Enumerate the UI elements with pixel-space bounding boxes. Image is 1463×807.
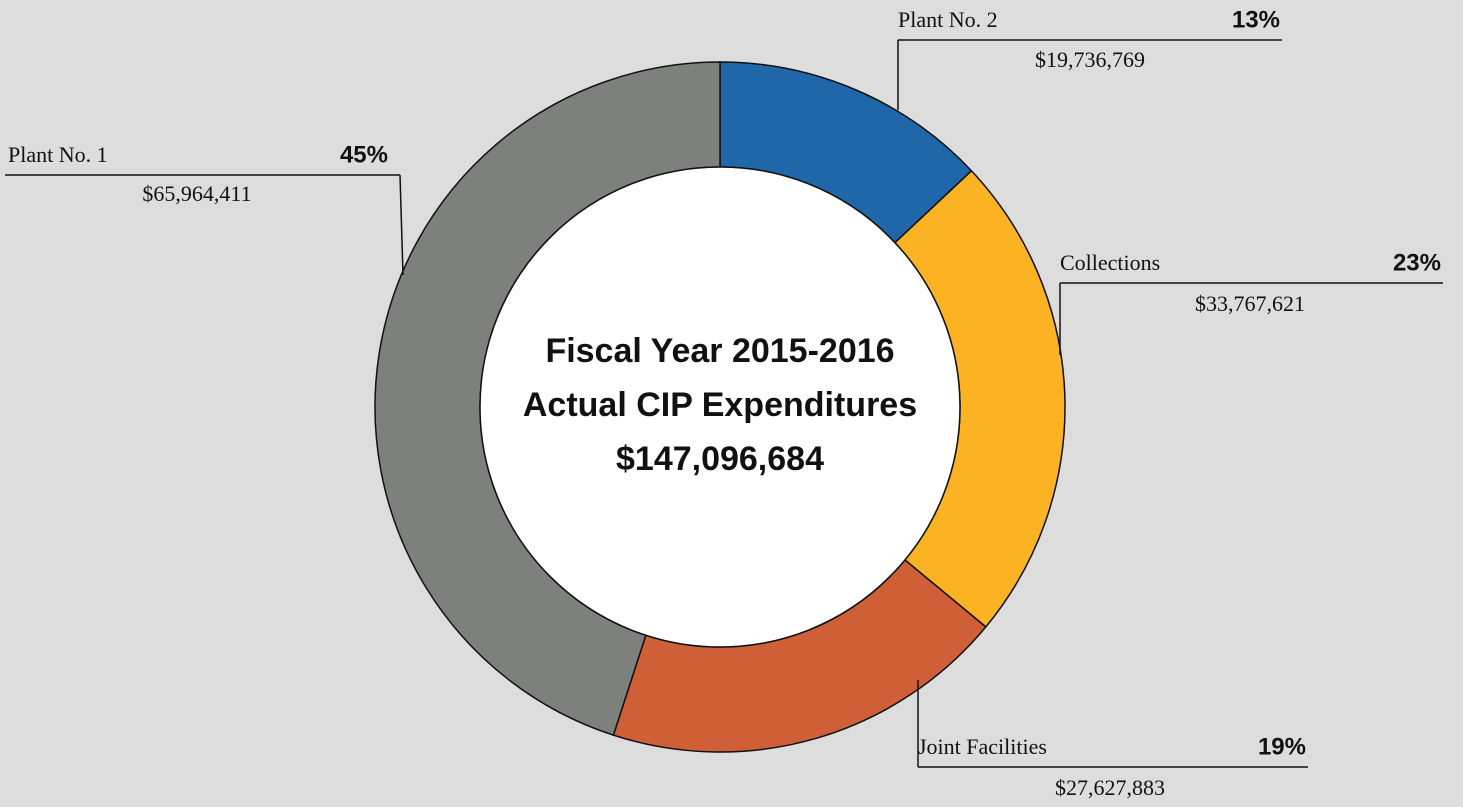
category-label: Joint Facilities [918, 734, 1047, 759]
category-label: Plant No. 2 [898, 7, 998, 32]
center-title: $147,096,684 [616, 440, 824, 478]
percent-label: 23% [1393, 249, 1441, 276]
amount-label: $33,767,621 [1195, 291, 1305, 316]
center-title: Fiscal Year 2015-2016 [545, 332, 894, 370]
percent-label: 19% [1258, 733, 1306, 760]
center-title: Actual CIP Expenditures [523, 386, 917, 424]
donut-hole [479, 166, 961, 648]
percent-label: 13% [1232, 6, 1280, 33]
amount-label: $65,964,411 [142, 181, 251, 206]
percent-label: 45% [340, 141, 388, 168]
leader-line [399, 174, 404, 276]
category-label: Plant No. 1 [8, 142, 108, 167]
amount-label: $27,627,883 [1055, 775, 1165, 800]
category-label: Collections [1060, 250, 1160, 275]
amount-label: $19,736,769 [1035, 47, 1145, 72]
